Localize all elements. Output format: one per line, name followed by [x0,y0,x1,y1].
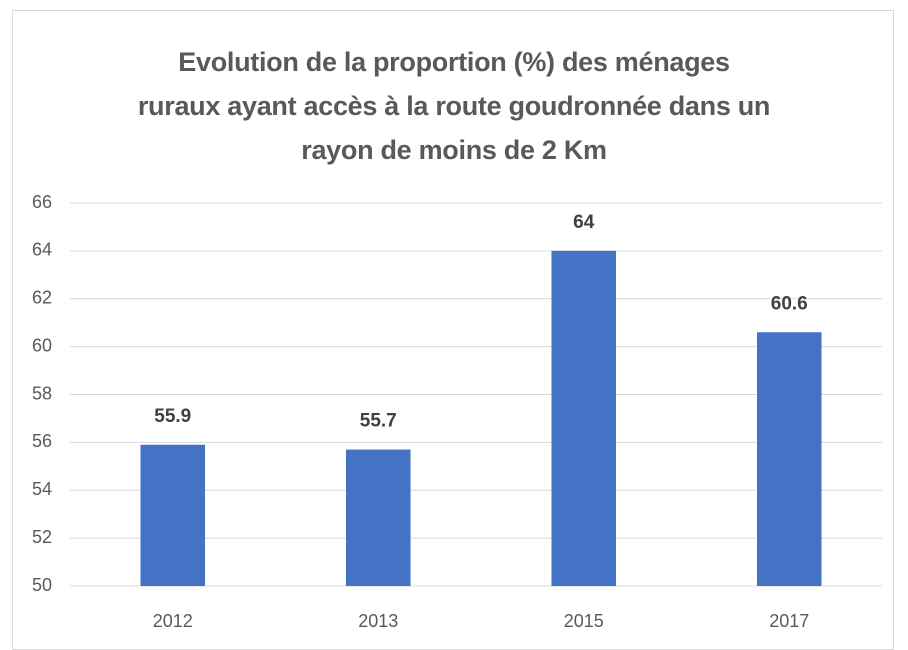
value-label: 55.9 [154,406,191,427]
x-tick-label: 2017 [769,611,809,631]
y-tick-label: 58 [32,383,52,403]
y-tick-label: 60 [32,335,52,355]
value-label: 64 [573,212,595,233]
x-tick-label: 2013 [358,611,398,631]
bar [345,449,411,586]
y-tick-label: 50 [32,575,52,595]
chart-title: Evolution de la proportion (%) des ménag… [137,47,771,165]
x-tick-label: 2012 [153,611,193,631]
bar [140,444,206,586]
y-tick-label: 66 [32,192,52,212]
value-label: 60.6 [771,293,808,314]
bar [551,250,617,586]
y-tick-label: 62 [32,288,52,308]
y-tick-label: 54 [32,479,52,499]
y-tick-label: 56 [32,431,52,451]
y-tick-label: 52 [32,527,52,547]
x-tick-label: 2015 [564,611,604,631]
y-tick-label: 64 [32,240,52,260]
value-label: 55.7 [360,411,397,432]
bar [756,332,822,586]
